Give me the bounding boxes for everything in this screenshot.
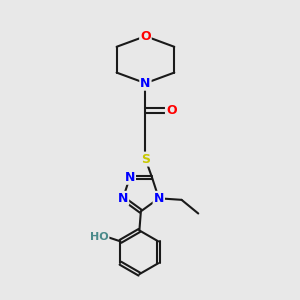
Text: O: O xyxy=(166,104,177,117)
Text: N: N xyxy=(140,77,151,90)
Text: S: S xyxy=(141,153,150,166)
Text: N: N xyxy=(118,192,128,205)
Text: O: O xyxy=(140,30,151,43)
Text: N: N xyxy=(154,192,164,205)
Text: HO: HO xyxy=(90,232,109,242)
Text: N: N xyxy=(124,171,135,184)
